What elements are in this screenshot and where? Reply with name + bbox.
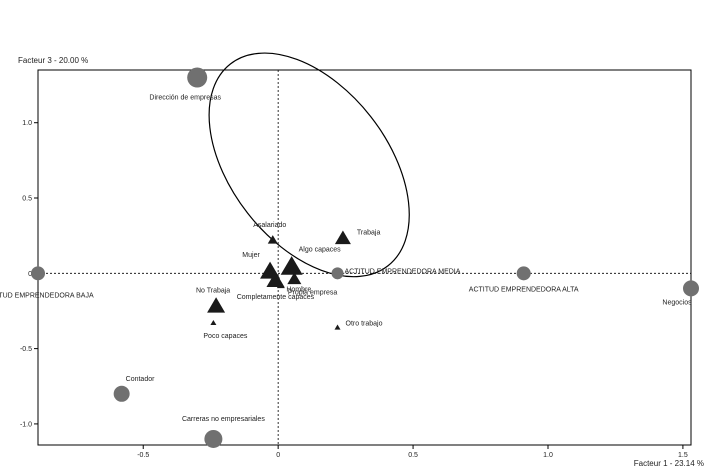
circle-marker bbox=[516, 266, 531, 281]
x-tick-label: 0.5 bbox=[408, 452, 418, 459]
x-tick-label: -0.5 bbox=[137, 452, 149, 459]
y-tick-label: 1.0 bbox=[22, 120, 32, 127]
triangle-marker bbox=[207, 297, 226, 313]
data-point: Algo capaces bbox=[280, 246, 342, 275]
point-label: Propia empresa bbox=[288, 289, 338, 296]
data-point: ACTITUD EMPRENDEDORA MEDIA bbox=[331, 267, 461, 280]
plot-frame bbox=[37, 69, 692, 446]
circle-marker bbox=[31, 266, 45, 281]
circle-marker bbox=[683, 280, 699, 297]
point-label: Poco capaces bbox=[203, 333, 247, 340]
point-label: ACTITUD EMPRENDEDORA ALTA bbox=[469, 286, 579, 293]
data-point: ACTITUD EMPRENDEDORA ALTA bbox=[469, 266, 579, 293]
point-label: Carreras no empresariales bbox=[182, 416, 265, 423]
triangle-marker bbox=[334, 324, 341, 330]
y-tick-label: 0 bbox=[28, 271, 32, 278]
annotation-layer bbox=[208, 52, 410, 278]
data-point: Poco capaces bbox=[203, 319, 248, 340]
x-tick-label: 1.0 bbox=[543, 452, 553, 459]
point-label: Mujer bbox=[242, 252, 260, 259]
triangle-marker bbox=[334, 230, 351, 245]
data-point: Dirección de empresas bbox=[149, 67, 221, 102]
point-label: ACTITUD EMPRENDEDORA BAJA bbox=[0, 292, 94, 299]
data-point: Otro trabajo bbox=[334, 321, 383, 330]
point-label: No Trabaja bbox=[196, 287, 230, 294]
point-label: Hombre bbox=[286, 286, 311, 293]
y-tick-label: 0.5 bbox=[22, 196, 32, 203]
point-label: Otro trabajo bbox=[346, 321, 383, 328]
triangle-marker bbox=[267, 235, 278, 244]
data-point: No Trabaja bbox=[196, 287, 230, 313]
highlight-ellipse bbox=[208, 52, 410, 278]
data-point: Hombre bbox=[286, 272, 311, 293]
point-label: Trabaja bbox=[357, 230, 381, 237]
triangle-marker bbox=[210, 319, 217, 326]
point-label: Negocios bbox=[662, 299, 692, 306]
y-tick-label: -0.5 bbox=[20, 346, 32, 353]
data-point: Carreras no empresariales bbox=[182, 416, 265, 448]
circle-marker bbox=[113, 385, 130, 402]
x-tick-label: 1.5 bbox=[678, 452, 688, 459]
data-point: ACTITUD EMPRENDEDORA BAJA bbox=[0, 266, 94, 299]
x-tick-label: 0 bbox=[276, 452, 280, 459]
y-tick-label: -1.0 bbox=[20, 421, 32, 428]
circle-marker bbox=[331, 267, 344, 280]
triangle-marker bbox=[280, 256, 303, 275]
x-axis-title: Facteur 1 - 23.14 % bbox=[634, 459, 704, 468]
y-axis-title: Facteur 3 - 20.00 % bbox=[18, 56, 88, 65]
point-label: ACTITUD EMPRENDEDORA MEDIA bbox=[345, 268, 461, 275]
triangle-marker bbox=[287, 272, 302, 285]
data-point: Contador bbox=[113, 376, 155, 402]
data-point: Propia empresa bbox=[276, 281, 338, 296]
data-point: Trabaja bbox=[334, 230, 381, 245]
data-points: Dirección de empresas ACTITUD EMPRENDEDOR… bbox=[0, 67, 699, 448]
point-label: Contador bbox=[126, 376, 155, 383]
point-label: Asalariado bbox=[253, 222, 286, 229]
axis-ticks: -0.5 0 0.5 1.0 1.5 -1.0 -0.5 0 0.5 1.0 bbox=[20, 120, 688, 459]
triangle-marker bbox=[276, 281, 285, 289]
circle-marker bbox=[187, 67, 208, 88]
point-label: Algo capaces bbox=[299, 246, 342, 253]
point-label: Dirección de empresas bbox=[149, 95, 221, 102]
data-point: Negocios bbox=[662, 280, 699, 306]
data-point: Asalariado bbox=[253, 222, 286, 244]
point-label: Completamente capaces bbox=[237, 294, 315, 301]
circle-marker bbox=[204, 429, 223, 448]
